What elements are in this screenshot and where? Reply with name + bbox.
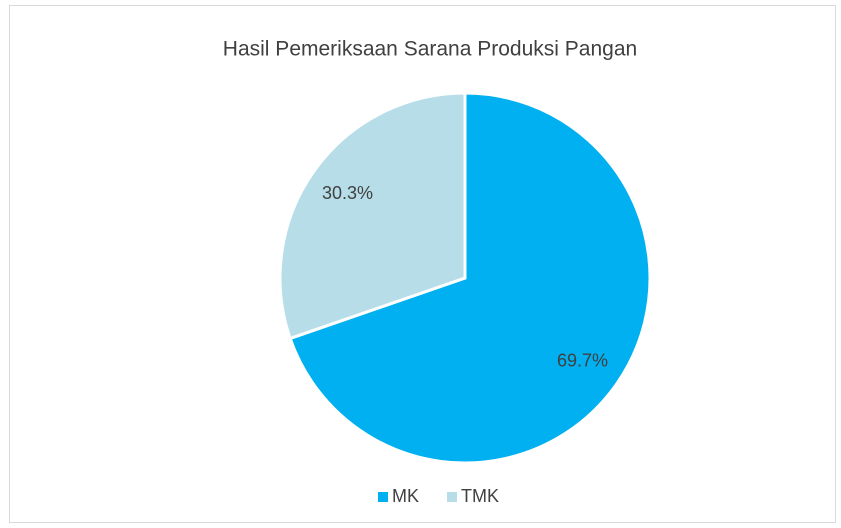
chart-title: Hasil Pemeriksaan Sarana Produksi Pangan (223, 38, 637, 61)
pie-slice (288, 91, 652, 465)
pie-slice (278, 91, 467, 341)
data-label: 69.7% (557, 350, 608, 370)
legend-swatch (378, 492, 388, 502)
legend-swatch (447, 492, 457, 502)
data-label: 30.3% (322, 183, 373, 203)
legend-label: TMK (461, 486, 499, 506)
legend-label: MK (392, 486, 419, 506)
